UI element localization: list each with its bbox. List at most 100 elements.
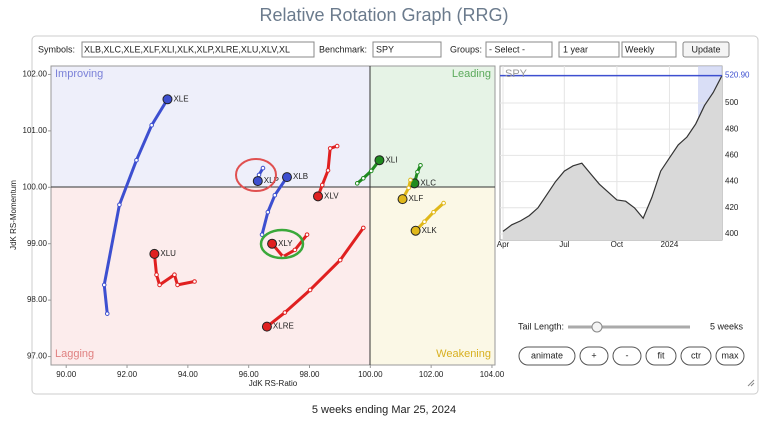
tail-point [319, 182, 325, 188]
select-text[interactable]: 1 year [563, 44, 588, 54]
y-tick-label: 102.00 [23, 70, 48, 79]
quadrant-bg [51, 66, 370, 187]
x-tick-label: Oct [611, 240, 624, 249]
button-text[interactable]: - [626, 350, 629, 360]
tail-point [272, 192, 278, 198]
tail-point [431, 209, 436, 215]
label: Benchmark: [319, 44, 367, 54]
y-tick-label: 97.00 [27, 352, 48, 361]
quadrant-label: Improving [55, 68, 103, 80]
tail-point [354, 181, 360, 186]
x-tick-label: 92.00 [117, 370, 138, 379]
head-point[interactable] [374, 155, 385, 166]
button-text[interactable]: Update [691, 44, 720, 54]
input-text[interactable]: XLB,XLC,XLE,XLF,XLI,XLK,XLP,XLRE,XLU,XLV… [84, 44, 290, 54]
tail-point [368, 168, 374, 174]
y-tick-label: 98.00 [27, 295, 48, 304]
head-point[interactable] [313, 191, 324, 202]
x-tick-label: 96.00 [239, 370, 260, 379]
label: Tail Length: [518, 321, 564, 331]
tail-point [441, 200, 446, 206]
tail-line [102, 98, 169, 314]
tail-point [260, 165, 266, 171]
x-tick-label: 104.00 [480, 370, 505, 379]
x-axis-title: JdK RS-Ratio [249, 379, 298, 388]
head-point[interactable] [261, 321, 272, 332]
button[interactable] [612, 346, 642, 366]
symbol-label: XLC [420, 178, 436, 187]
head-point[interactable] [281, 172, 292, 183]
head-point[interactable] [267, 238, 278, 249]
slider-value: 5 weeks [710, 321, 744, 331]
button[interactable] [680, 346, 712, 366]
tail-point [418, 162, 423, 168]
head-point[interactable] [162, 94, 173, 105]
y-tick-label: 99.00 [27, 239, 48, 248]
symbol-label: XLP [264, 176, 279, 185]
update-button[interactable] [682, 41, 730, 58]
button-text[interactable]: max [721, 350, 739, 360]
tail-point [117, 202, 122, 208]
tail-point [175, 282, 180, 288]
symbols-input[interactable] [81, 41, 315, 58]
head-point[interactable] [149, 248, 160, 259]
symbol-label: XLB [293, 172, 308, 181]
highlight-circle [235, 158, 277, 192]
spy-title: SPY [505, 68, 528, 80]
tail-point [361, 175, 366, 181]
button-text[interactable]: animate [531, 350, 563, 360]
head-point[interactable] [410, 225, 421, 236]
groups-select[interactable] [485, 41, 553, 58]
period-select[interactable] [558, 41, 620, 58]
slider-knob[interactable] [591, 321, 603, 333]
last-price-label: 520.90 [725, 71, 750, 80]
head-point[interactable] [252, 176, 263, 187]
quadrant-label: Weakening [436, 348, 491, 360]
quadrant-label: Leading [452, 68, 491, 80]
tail-point [101, 282, 107, 288]
tail-point [415, 169, 420, 175]
tail-line [414, 201, 445, 232]
label: Symbols: [38, 44, 75, 54]
y-tick-label: 500 [725, 98, 739, 107]
y-tick-label: 480 [725, 124, 739, 133]
symbol-label: XLRE [273, 322, 294, 331]
button[interactable] [645, 346, 677, 366]
symbol-label: XLU [160, 249, 176, 258]
x-tick-label: 90.00 [56, 370, 77, 379]
x-tick-label: 100.00 [358, 370, 383, 379]
y-tick-label: 100.00 [23, 182, 48, 191]
tail-line [270, 233, 309, 259]
tail-point [265, 209, 271, 215]
head-point[interactable] [397, 194, 408, 205]
button-text[interactable]: + [591, 350, 596, 360]
button[interactable] [579, 346, 609, 366]
quadrant-label: Lagging [55, 348, 94, 360]
x-tick-label: 2024 [661, 240, 679, 249]
tail-line [152, 253, 195, 287]
tail-point [149, 122, 154, 128]
y-axis-title: JdK RS-Momentum [9, 180, 18, 250]
quadrant-bg [370, 66, 495, 187]
tail-point [172, 272, 177, 278]
highlight-circle [259, 228, 305, 260]
select-text[interactable]: - Select - [489, 44, 525, 54]
x-tick-label: 102.00 [419, 370, 444, 379]
button-text[interactable]: ctr [691, 350, 701, 360]
interval-select[interactable] [621, 41, 677, 58]
x-tick-label: Jul [559, 240, 569, 249]
button-text[interactable]: fit [657, 350, 665, 360]
tail-point [334, 143, 340, 149]
benchmark-input[interactable] [372, 41, 442, 58]
button[interactable] [715, 346, 745, 366]
y-tick-label: 460 [725, 150, 739, 159]
tail-line [260, 176, 289, 236]
tail-point [104, 311, 110, 316]
input-text[interactable]: SPY [376, 44, 394, 54]
select-text[interactable]: Weekly [625, 44, 655, 54]
tail-point [192, 279, 197, 284]
x-tick-label: 98.00 [299, 370, 320, 379]
button[interactable] [518, 346, 576, 366]
